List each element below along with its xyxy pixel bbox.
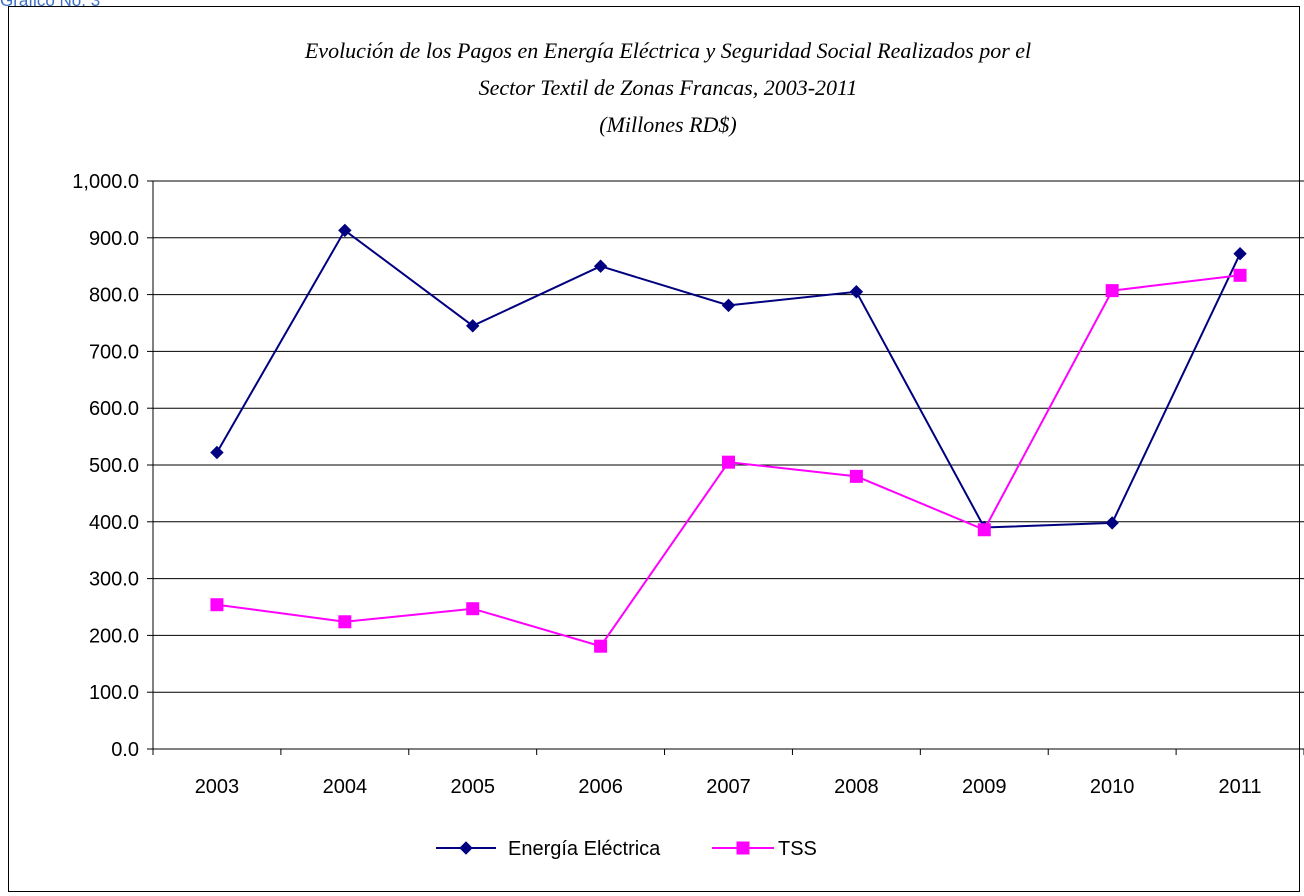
y-tick-label: 1,000.0	[72, 171, 139, 193]
energia-electrica-point	[593, 259, 608, 273]
y-tick-label: 100.0	[89, 682, 139, 704]
chart-caption-label: Gráfico No. 3	[0, 0, 101, 10]
energia-electrica-point	[1233, 246, 1247, 261]
tss-point	[1233, 268, 1247, 282]
y-tick-label: 500.0	[89, 455, 139, 477]
chart-subtitle: Sector Textil de Zonas Francas, 2003-201…	[479, 75, 858, 100]
energia-electrica-point	[210, 445, 224, 460]
energia-electrica-point	[721, 298, 736, 313]
x-tick-label: 2005	[450, 776, 495, 798]
y-tick-label: 600.0	[89, 398, 139, 420]
legend-label-energia-electrica: Energía Eléctrica	[508, 838, 661, 860]
tss-point	[977, 523, 991, 537]
x-tick-label: 2009	[962, 776, 1007, 798]
tss-point	[210, 598, 224, 612]
chart-units-label: (Millones RD$)	[599, 112, 736, 137]
energia-electrica-point	[849, 285, 864, 299]
energia-electrica-point	[1105, 516, 1119, 530]
chart-frame	[8, 6, 1300, 892]
tss-point	[466, 602, 480, 616]
y-tick-label: 0.0	[111, 739, 139, 761]
tss-point	[722, 455, 735, 469]
series-line-energia-electrica	[216, 228, 1241, 529]
y-tick-label: 200.0	[89, 625, 139, 647]
legend-marker-energia-electrica	[459, 841, 473, 855]
x-tick-label: 2006	[578, 776, 623, 798]
x-tick-label: 2007	[706, 776, 751, 798]
chart-title: Evolución de los Pagos en Energía Eléctr…	[304, 38, 1031, 63]
x-tick-label: 2008	[834, 776, 879, 798]
legend-marker-tss	[736, 841, 750, 855]
energia-electrica-point	[466, 319, 480, 333]
y-tick-label: 800.0	[89, 285, 139, 307]
tss-point	[338, 615, 352, 629]
tss-point	[594, 639, 608, 653]
y-tick-label: 700.0	[89, 341, 139, 363]
x-tick-label: 2011	[1219, 776, 1262, 798]
tss-point	[1105, 284, 1119, 298]
energia-electrica-point	[338, 223, 352, 238]
y-tick-label: 300.0	[89, 569, 139, 591]
y-tick-label: 900.0	[89, 228, 139, 250]
x-tick-label: 2010	[1090, 776, 1135, 798]
x-tick-label: 2003	[195, 776, 240, 798]
x-tick-label: 2004	[323, 776, 368, 798]
tss-point	[849, 469, 863, 483]
legend-label-tss: TSS	[778, 838, 817, 860]
y-tick-label: 400.0	[89, 512, 139, 534]
